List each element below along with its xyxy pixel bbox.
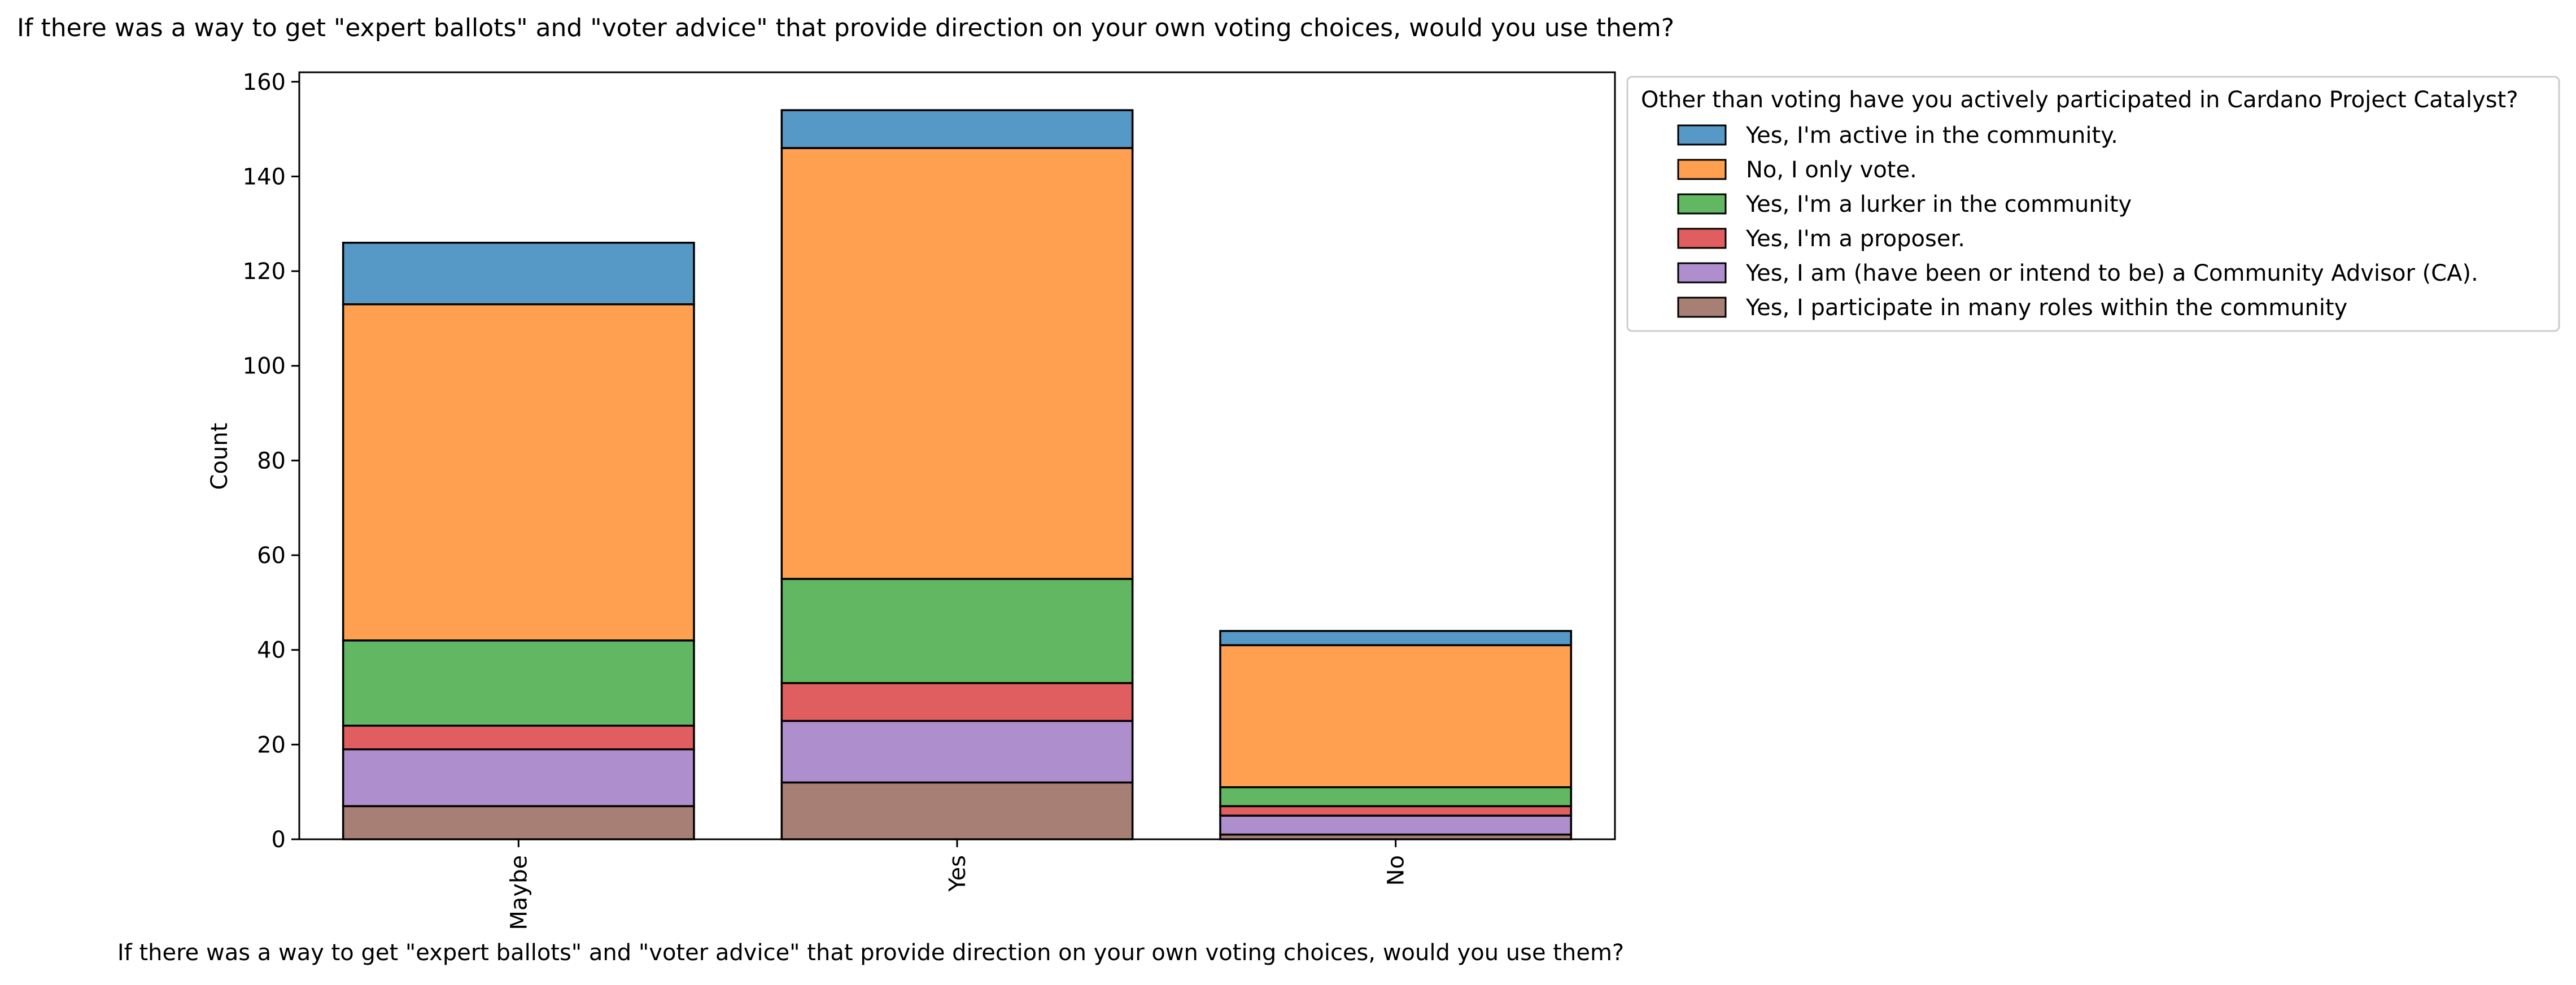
bar-segment — [780, 720, 1134, 784]
bar-segment — [342, 242, 695, 306]
legend-swatch — [1677, 262, 1727, 284]
y-axis-label: Count — [207, 423, 233, 490]
x-tick-label: No — [1383, 855, 1409, 886]
bar-segment — [780, 147, 1134, 580]
bar-segment — [1219, 786, 1573, 808]
legend-swatch — [1677, 124, 1727, 146]
legend-swatch — [1677, 159, 1727, 180]
plot-area: 0 20 40 60 80 100 120 140 160 Maybe Yes No — [243, 69, 1573, 930]
bar-segment — [780, 578, 1134, 685]
legend-title: Other than voting have you actively part… — [1641, 87, 2518, 113]
legend-label: Yes, I participate in many roles within … — [1745, 295, 2347, 321]
y-tick-label: 160 — [243, 69, 286, 95]
legend-frame — [1626, 76, 2560, 332]
legend-label: Yes, I'm active in the community. — [1745, 123, 2118, 149]
bar-segment — [342, 725, 695, 751]
y-tick-label: 40 — [257, 638, 286, 664]
x-axis-label: If there was a way to get "expert ballot… — [117, 940, 1624, 966]
bar-segment — [342, 748, 695, 808]
plot-frame — [298, 71, 1616, 840]
y-tick-label: 0 — [272, 827, 286, 853]
bar-segment — [780, 109, 1134, 149]
legend-swatch — [1677, 297, 1727, 318]
legend-label: Yes, I'm a lurker in the community — [1745, 191, 2132, 217]
bar-segment — [780, 682, 1134, 722]
bar-segment — [780, 781, 1134, 840]
bar-segment — [342, 303, 695, 642]
bar-segment — [1219, 644, 1573, 788]
y-tick-label: 80 — [257, 448, 286, 474]
bar-segment — [342, 805, 695, 840]
x-tick-label: Yes — [945, 855, 971, 892]
x-tick-label: Maybe — [506, 855, 532, 930]
legend-label: Yes, I'm a proposer. — [1745, 226, 1965, 252]
chart-title: If there was a way to get "expert ballot… — [17, 14, 1674, 42]
legend-swatch — [1677, 228, 1727, 249]
y-tick-label: 140 — [243, 164, 286, 190]
legend: Other than voting have you actively part… — [1626, 76, 2560, 332]
y-tick-label: 20 — [257, 732, 286, 758]
legend-swatch — [1677, 193, 1727, 215]
y-tick-label: 100 — [243, 354, 286, 380]
bar-segment — [1219, 630, 1573, 647]
y-tick-label: 120 — [243, 259, 286, 285]
y-tick-label: 60 — [257, 543, 286, 569]
bar-segment — [1219, 814, 1573, 836]
legend-label: No, I only vote. — [1746, 157, 1917, 183]
bar-segment — [342, 639, 695, 727]
legend-label: Yes, I am (have been or intend to be) a … — [1745, 260, 2478, 286]
bar-segment — [1219, 805, 1573, 817]
